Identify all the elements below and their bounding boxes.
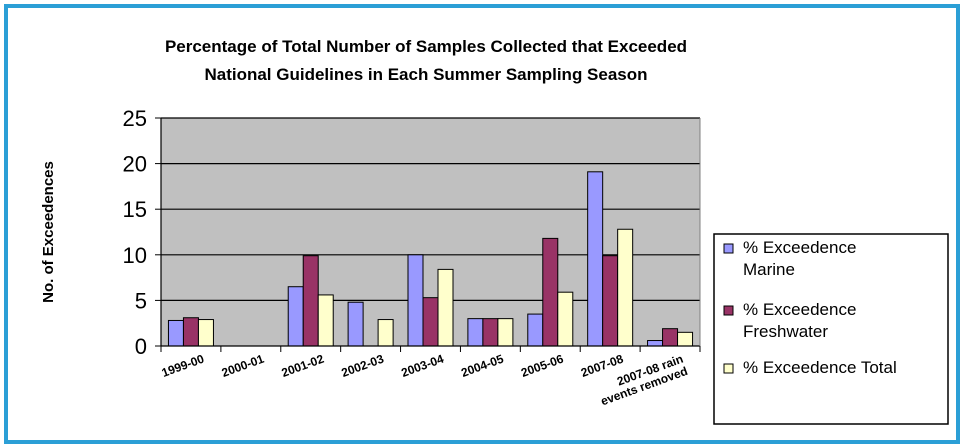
bar [347,301,364,347]
bar [587,171,604,347]
x-tick-label: 1999-00 [160,352,206,380]
y-tick-label: 25 [123,106,147,131]
legend-label: % Exceedence Total [743,358,897,377]
x-tick-label: 2002-03 [339,352,385,380]
x-tick-labels: 1999-00 2000-01 2001-02 2002-03 2003-04 2004-… [160,352,690,409]
y-axis-label-text: No. of Exceedences [40,161,57,303]
legend: % Exceedence Marine % Exceedence Freshwater… [713,233,949,425]
y-tick-label: 10 [123,243,147,268]
bar [287,286,304,347]
legend-box [713,233,949,425]
bar [557,291,574,347]
bar [302,255,319,347]
bar [617,228,634,347]
y-tick-label: 20 [123,152,147,177]
bar [197,319,214,347]
legend-label: % Exceedence Freshwater [743,300,856,341]
bar [437,268,454,347]
chart-title-line: Percentage of Total Number of Samples Co… [165,37,687,56]
axes [160,118,701,352]
bar [482,318,499,347]
bar [662,328,679,347]
x-tick-label: 2003-04 [399,352,445,380]
legend-swatch [723,363,734,374]
x-tick-label: 2001-02 [280,352,326,380]
bar [497,318,514,347]
bar [167,319,184,347]
bar-chart: Percentage of Total Number of Samples Co… [40,37,949,425]
legend-swatch [723,243,734,254]
bar [182,317,199,347]
x-tick-label: 2000-01 [220,352,266,380]
y-tick-label: 0 [135,334,147,359]
chart-title: Percentage of Total Number of Samples Co… [165,37,687,84]
bar [677,331,694,347]
bar [527,313,544,347]
bar [422,297,439,347]
bar [542,237,559,347]
x-tick-label: 2004-05 [459,352,505,380]
bar [317,294,334,347]
chart-frame: Percentage of Total Number of Samples Co… [4,4,960,444]
x-tick-label: 2005-06 [519,352,565,380]
y-axis-label: No. of Exceedences [40,161,57,303]
y-tick-labels: 0 5 10 15 20 25 [123,106,161,359]
bar [407,254,424,347]
legend-label: % Exceedence Marine [743,238,856,279]
y-tick-label: 5 [135,288,147,313]
chart-title-line: National Guidelines in Each Summer Sampl… [204,65,647,84]
bar [377,319,394,347]
legend-swatch [723,305,734,316]
bar [602,255,619,347]
y-tick-label: 15 [123,197,147,222]
bar [467,318,484,347]
bar [647,340,664,347]
